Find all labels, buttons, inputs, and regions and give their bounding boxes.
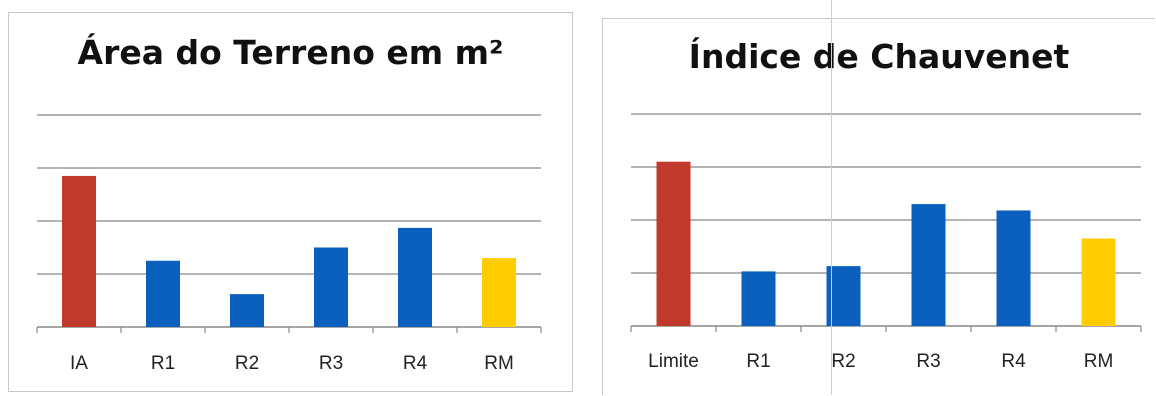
- x-tick-label: RM: [484, 353, 514, 374]
- x-tick-label: R4: [1001, 351, 1026, 372]
- bar-ia: [62, 175, 96, 327]
- bar-rm: [482, 258, 516, 327]
- chauvenet-chart-plot: Limite R1 R2 R3 R4 RM: [630, 113, 1142, 372]
- bar-r4: [996, 210, 1031, 326]
- x-tick-label: R2: [831, 351, 855, 372]
- chart-title: Índice de Chauvenet: [688, 37, 1070, 76]
- x-tick-label: R3: [916, 351, 940, 372]
- bar-r2: [230, 294, 264, 327]
- bar-r3: [314, 247, 348, 327]
- chart-title: Área do Terreno em m²: [77, 33, 504, 72]
- bar-r3: [911, 204, 946, 326]
- x-tick-label: RM: [1084, 351, 1114, 372]
- x-tick-label: Limite: [648, 351, 699, 372]
- bar-r2: [826, 266, 861, 326]
- x-tick-label: R3: [319, 353, 343, 374]
- bar-r4: [398, 227, 432, 327]
- x-tick-label: IA: [70, 353, 88, 374]
- bar-rm: [1081, 238, 1116, 326]
- area-chart: Área do Terreno em m² IA R1 R2 R3 R4 RM: [8, 12, 573, 392]
- guide-line: [831, 0, 832, 395]
- x-tick-label: R1: [746, 351, 770, 372]
- x-tick-label: R1: [151, 353, 175, 374]
- x-tick-label: R2: [235, 353, 259, 374]
- bar-r1: [741, 271, 776, 326]
- bar-r1: [146, 260, 180, 327]
- area-chart-plot: IA R1 R2 R3 R4 RM: [36, 114, 542, 374]
- x-tick-label: R4: [403, 353, 428, 374]
- bar-limite: [656, 161, 691, 326]
- chauvenet-chart: Índice de Chauvenet Limite R1 R2 R3 R4 RM: [602, 18, 1155, 395]
